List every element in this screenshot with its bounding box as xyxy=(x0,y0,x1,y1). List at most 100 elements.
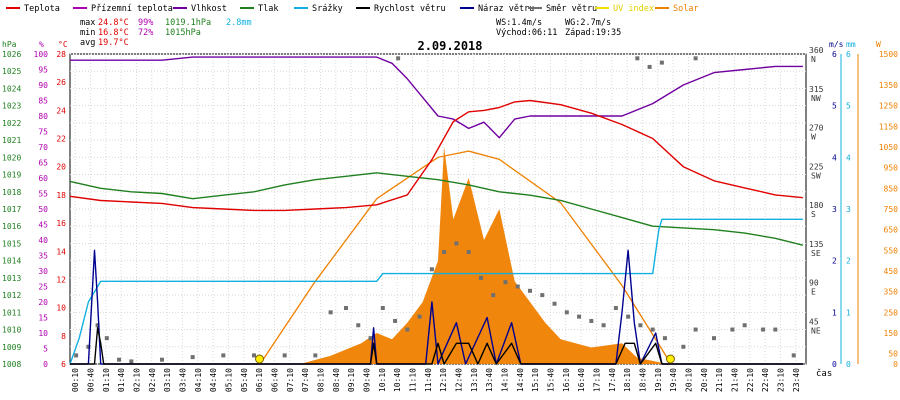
x-tick-label: 08:10 xyxy=(316,368,325,392)
humidity-tick-label: 30 xyxy=(38,267,48,276)
chart-title: 2.09.2018 xyxy=(417,39,482,53)
pressure-tick-label: 1011 xyxy=(2,308,21,317)
humidity-tick-label: 70 xyxy=(38,143,48,152)
wind-dir-tick-label: S xyxy=(811,210,816,219)
solar-tick-label: 0 xyxy=(893,360,898,369)
wind-dir-point xyxy=(589,318,594,323)
stats-min-humidity: 72% xyxy=(138,28,153,38)
wind-dir-tick-value: 135 xyxy=(809,240,824,249)
wind-dir-point xyxy=(662,336,667,341)
wind-dir-point xyxy=(761,327,766,332)
solar-tick-label: 1500 xyxy=(879,50,898,59)
legend-label: Tlak xyxy=(258,4,278,14)
humidity-tick-label: 60 xyxy=(38,174,48,183)
stats-min-label: min xyxy=(80,28,95,38)
x-tick-label: 04:10 xyxy=(194,368,203,392)
x-tick-label: 11:40 xyxy=(424,368,433,392)
wind-dir-point xyxy=(396,56,401,61)
solar-tick-label: 450 xyxy=(884,267,899,276)
x-tick-label: 21:40 xyxy=(730,368,739,392)
series-solar-theoretical-line xyxy=(259,150,672,365)
series-line-tlak xyxy=(69,172,804,246)
series-solar-area xyxy=(300,147,668,364)
x-tick-label: 20:10 xyxy=(684,368,693,392)
x-tick-label: 13:10 xyxy=(470,368,479,392)
wind-dir-point xyxy=(380,306,385,311)
pressure-tick-label: 1013 xyxy=(2,274,21,283)
x-tick-label: 06:40 xyxy=(270,368,279,392)
temperature-axis-unit: °C xyxy=(58,40,68,49)
humidity-tick-label: 90 xyxy=(38,81,48,90)
x-tick-label: 18:40 xyxy=(638,368,647,392)
wind-dir-tick-label: NW xyxy=(811,94,821,103)
legend-label: Teplota xyxy=(24,4,60,14)
wind-dir-point xyxy=(635,56,640,61)
rain-tick-label: 6 xyxy=(846,50,851,59)
rain-tick-label: 2 xyxy=(846,257,851,266)
series-line-n-raz-v-tru xyxy=(70,249,803,365)
wind-dir-tick-value: 270 xyxy=(809,124,824,133)
wind-dir-point xyxy=(515,284,520,289)
wind-dir-point xyxy=(773,327,778,332)
wind-speed-tick-label: 0 xyxy=(832,360,837,369)
x-tick-label: 12:10 xyxy=(439,368,448,392)
pressure-tick-label: 1021 xyxy=(2,136,21,145)
wind-dir-point xyxy=(405,327,410,332)
wind-dir-point xyxy=(252,353,256,358)
wind-dir-point xyxy=(328,310,333,315)
wind-dir-point xyxy=(356,323,361,328)
humidity-tick-label: 55 xyxy=(38,190,48,199)
wind-dir-point xyxy=(393,318,398,323)
wind-dir-point xyxy=(442,250,447,255)
solar-tick-label: 1350 xyxy=(879,81,898,90)
wind-dir-point xyxy=(712,336,716,341)
pressure-tick-label: 1019 xyxy=(2,171,21,180)
x-tick-label: 07:10 xyxy=(286,368,295,392)
wind-speed-tick-label: 2 xyxy=(832,257,837,266)
solar-tick-label: 1050 xyxy=(879,143,898,152)
wind-dir-point xyxy=(659,60,664,65)
pressure-tick-label: 1008 xyxy=(2,360,21,369)
stats-wind-gust: WG:2.7m/s xyxy=(565,18,611,28)
wind-dir-point xyxy=(613,306,618,311)
wind-speed-tick-label: 5 xyxy=(832,102,837,111)
wind-dir-point xyxy=(454,241,459,246)
solar-tick-label: 250 xyxy=(884,308,899,317)
x-tick-label: 23:10 xyxy=(776,368,785,392)
legend-label: Rychlost větru xyxy=(374,4,446,14)
x-tick-label: 13:40 xyxy=(485,368,494,392)
wind-dir-point xyxy=(693,327,698,332)
pressure-tick-label: 1010 xyxy=(2,326,21,335)
legend-label: Přízemní teplota xyxy=(91,4,173,14)
wind-dir-tick-value: 45 xyxy=(809,317,819,326)
x-tick-label: 14:40 xyxy=(516,368,525,392)
pressure-tick-label: 1018 xyxy=(2,188,21,197)
solar-tick-label: 550 xyxy=(884,246,899,255)
pressure-tick-label: 1020 xyxy=(2,153,21,162)
pressure-tick-label: 1025 xyxy=(2,67,21,76)
temperature-tick-label: 16 xyxy=(56,219,66,228)
x-tick-label: 15:10 xyxy=(531,368,540,392)
stats-max-rain: 2.8mm xyxy=(226,18,252,28)
series-line-rychlost-v-tru xyxy=(70,327,803,365)
wind-dir-tick-label: SE xyxy=(811,249,821,258)
wind-dir-point xyxy=(429,267,434,272)
wind-dir-tick-value: 90 xyxy=(809,279,819,288)
wind-dir-tick-value: 360 xyxy=(809,46,824,55)
stats-sunset: Západ:19:35 xyxy=(565,28,621,38)
stats-min-pressure: 1015hPa xyxy=(165,28,201,38)
stats-min-temp: 16.8°C xyxy=(98,28,129,38)
wind-dir-point xyxy=(577,314,582,319)
x-tick-label: 05:40 xyxy=(240,368,249,392)
temperature-tick-label: 20 xyxy=(56,163,66,172)
wind-dir-point xyxy=(344,306,348,311)
temperature-tick-label: 6 xyxy=(61,360,66,369)
sun-marker-východ xyxy=(255,354,265,364)
wind-dir-point xyxy=(282,353,287,358)
solar-tick-label: 150 xyxy=(884,329,899,338)
x-tick-label: 12:40 xyxy=(454,368,463,392)
humidity-tick-label: 65 xyxy=(38,159,48,168)
x-tick-label: 05:10 xyxy=(224,368,233,392)
rain-tick-label: 5 xyxy=(846,102,851,111)
temperature-tick-label: 12 xyxy=(56,275,66,284)
